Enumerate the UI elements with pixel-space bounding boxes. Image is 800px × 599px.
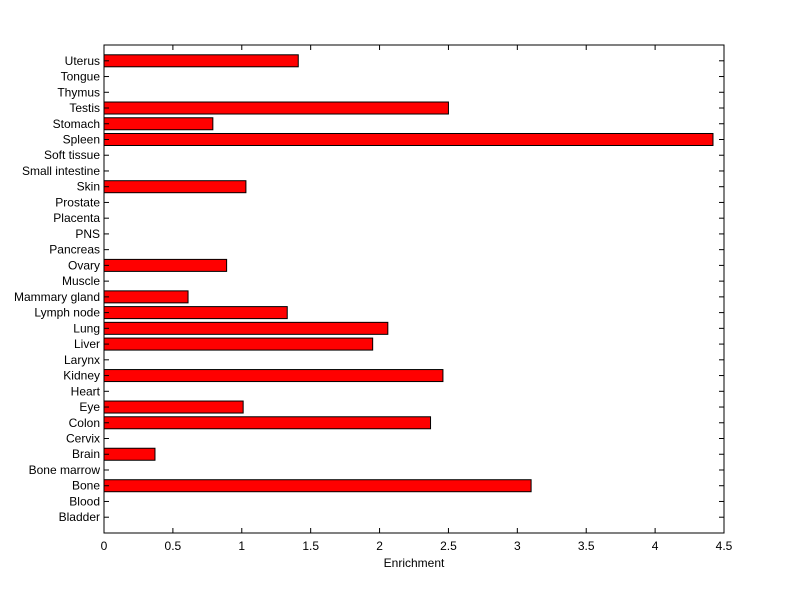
y-tick-label: Bone: [72, 479, 100, 493]
x-tick-label: 1.5: [302, 539, 319, 553]
y-tick-label: Mammary gland: [14, 290, 100, 304]
bar-skin: [103, 180, 247, 194]
bar-eye: [103, 400, 244, 414]
y-tick-label: Heart: [71, 384, 101, 398]
bar-lung: [103, 321, 389, 335]
bar-ovary: [103, 258, 228, 272]
y-tick-label: Blood: [69, 494, 100, 508]
bars-group: [103, 54, 714, 493]
y-tick-label: Placenta: [53, 211, 100, 225]
bar-testis: [103, 101, 449, 115]
x-tick-label: 4.5: [716, 539, 733, 553]
bar-colon: [103, 416, 432, 430]
x-axis-label: Enrichment: [384, 556, 445, 570]
bar-mammary-gland: [103, 290, 189, 304]
y-tick-label: Small intestine: [22, 164, 100, 178]
y-tick-label: PNS: [75, 227, 100, 241]
y-tick-label: Testis: [69, 101, 100, 115]
x-ticks-group: 0 0.5 1 1.5 2 2.5 3 3.5 4 4.5: [101, 45, 733, 553]
y-tick-label: Eye: [79, 400, 100, 414]
x-tick-label: 1: [238, 539, 245, 553]
x-tick-label: 0.5: [165, 539, 182, 553]
x-tick-label: 3: [514, 539, 521, 553]
y-tick-label: Larynx: [64, 353, 100, 367]
x-tick-label: 0: [101, 539, 108, 553]
y-tick-label: Soft tissue: [44, 148, 100, 162]
y-tick-label: Brain: [72, 447, 100, 461]
y-tick-label: Prostate: [55, 195, 100, 209]
bar-uterus: [103, 54, 299, 68]
y-tick-label: Bladder: [59, 510, 100, 524]
bar-bone: [103, 479, 532, 493]
y-tick-label: Ovary: [68, 258, 100, 272]
y-tick-label: Cervix: [66, 432, 100, 446]
y-tick-label: Lung: [73, 321, 100, 335]
y-tick-label: Muscle: [62, 274, 100, 288]
y-tick-label: Thymus: [57, 85, 100, 99]
bar-stomach: [103, 117, 214, 131]
x-tick-label: 4: [652, 539, 659, 553]
y-tick-label: Kidney: [63, 369, 100, 383]
y-tick-label: Stomach: [53, 117, 100, 131]
bar-brain: [103, 447, 156, 461]
x-tick-label: 2: [376, 539, 383, 553]
y-tick-label: Bone marrow: [29, 463, 101, 477]
bar-spleen: [103, 132, 714, 146]
y-tick-label: Colon: [69, 416, 100, 430]
bar-kidney: [103, 369, 444, 383]
y-tick-label: Pancreas: [49, 243, 100, 257]
y-tick-label: Skin: [77, 180, 100, 194]
y-tick-label: Liver: [74, 337, 100, 351]
x-tick-label: 3.5: [578, 539, 595, 553]
bar-liver: [103, 337, 374, 351]
bar-lymph-node: [103, 306, 288, 320]
y-tick-label: Spleen: [63, 132, 100, 146]
y-tick-label: Lymph node: [34, 306, 100, 320]
x-tick-label: 2.5: [440, 539, 457, 553]
y-tick-label: Tongue: [61, 70, 101, 84]
y-tick-label: Uterus: [65, 54, 100, 68]
